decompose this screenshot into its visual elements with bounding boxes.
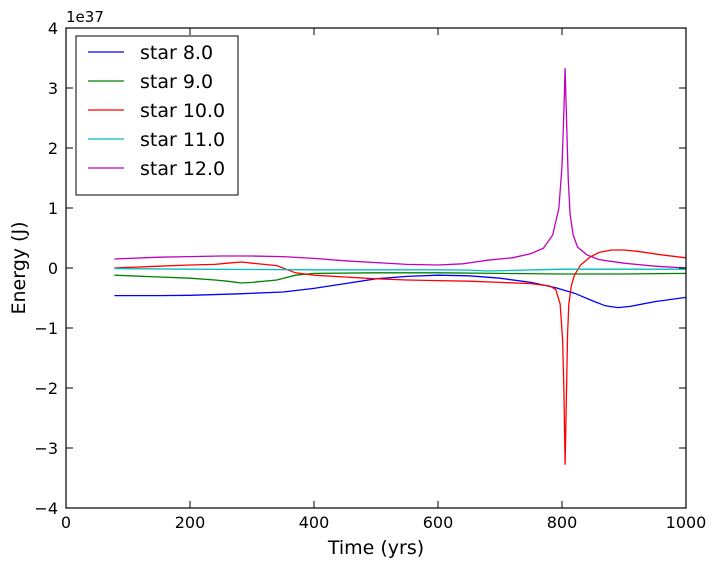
y-tick-label: −4 — [34, 499, 58, 518]
x-tick-label: 0 — [61, 513, 71, 532]
y-offset-label: 1e37 — [66, 8, 104, 26]
legend-label: star 12.0 — [140, 158, 225, 180]
y-tick-label: −1 — [34, 319, 58, 338]
series-line-star-11-0 — [114, 267, 686, 272]
series-line-star-10-0 — [114, 249, 686, 465]
x-tick-label: 400 — [299, 513, 330, 532]
y-tick-label: −2 — [34, 379, 58, 398]
legend-label: star 8.0 — [140, 42, 213, 64]
series-line-star-8-0 — [114, 274, 686, 309]
y-tick-label: −3 — [34, 439, 58, 458]
x-axis-title: Time (yrs) — [327, 537, 424, 559]
x-tick-label: 800 — [547, 513, 578, 532]
legend-label: star 10.0 — [140, 100, 225, 122]
series-layer — [114, 68, 686, 465]
x-tick-label: 1000 — [666, 513, 707, 532]
ticks-layer: 0 200 400 600 800 1000 −4 −3 −2 −1 0 1 2 3 4 — [34, 19, 706, 532]
y-tick-label: 0 — [48, 259, 58, 278]
x-tick-label: 200 — [175, 513, 206, 532]
y-tick-label: 4 — [48, 19, 58, 38]
legend: star 8.0 star 9.0 star 10.0 star 11.0 star 1… — [75, 35, 239, 196]
y-axis-title: Energy (J) — [8, 222, 30, 315]
x-tick-label: 600 — [423, 513, 454, 532]
legend-label: star 9.0 — [140, 71, 213, 93]
legend-label: star 11.0 — [140, 129, 225, 151]
series-line-star-9-0 — [114, 272, 686, 284]
series-line-star-12-0 — [114, 68, 686, 269]
y-tick-label: 3 — [48, 79, 58, 98]
y-tick-label: 1 — [48, 199, 58, 218]
y-tick-label: 2 — [48, 139, 58, 158]
